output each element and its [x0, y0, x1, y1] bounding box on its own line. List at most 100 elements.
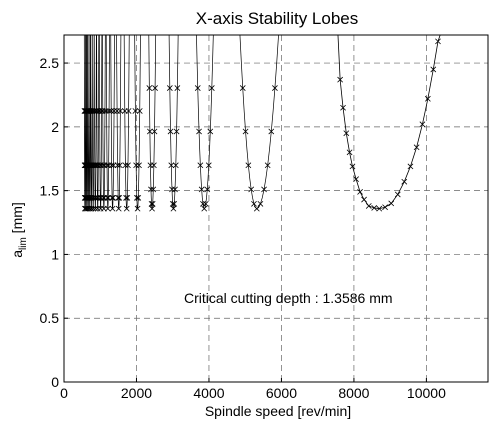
x-axis-label: Spindle speed [rev/min] [205, 403, 351, 419]
data-marker [205, 162, 212, 169]
grid [64, 35, 488, 382]
y-tick-label: 0.5 [40, 310, 60, 326]
data-marker [257, 200, 264, 207]
data-marker [150, 186, 157, 193]
data-marker [81, 108, 88, 114]
data-marker [388, 200, 395, 207]
data-marker [435, 38, 441, 45]
lobe-curve [123, 34, 130, 209]
data-marker [81, 205, 88, 212]
data-marker [84, 194, 91, 201]
x-tick-label: 2000 [121, 385, 152, 401]
data-marker [116, 162, 123, 169]
data-marker [198, 186, 205, 193]
data-marker [110, 194, 116, 201]
data-marker [125, 108, 132, 114]
y-tick-label: 2 [51, 119, 59, 135]
data-marker [202, 200, 209, 207]
data-marker [150, 162, 157, 169]
data-marker [83, 162, 90, 169]
data-marker [106, 108, 112, 114]
data-marker [172, 186, 178, 193]
x-tick-label: 0 [60, 385, 68, 401]
data-marker [248, 186, 255, 193]
data-marker [201, 205, 208, 212]
data-marker [114, 162, 121, 169]
data-marker [95, 194, 101, 201]
data-marker [124, 194, 131, 201]
lobe-curve [134, 34, 141, 209]
data-marker [261, 186, 267, 193]
data-marker [424, 95, 431, 102]
data-marker [169, 200, 176, 207]
data-marker [194, 85, 201, 91]
data-marker [401, 178, 408, 185]
lobe-curve [83, 34, 86, 209]
x-tick-label: 10000 [407, 385, 446, 401]
data-marker [376, 205, 383, 212]
chart-title: X-axis Stability Lobes [196, 9, 359, 28]
y-tick-label: 0 [51, 374, 59, 390]
data-marker [200, 200, 206, 207]
y-tick-label: 2.5 [40, 55, 60, 71]
y-tick-label: 1 [51, 246, 59, 262]
data-marker [123, 194, 129, 201]
data-marker [125, 162, 131, 169]
data-marker [111, 108, 117, 114]
data-marker [133, 194, 140, 201]
data-marker [171, 200, 178, 207]
data-marker [82, 205, 89, 212]
lobe-curve [110, 34, 115, 209]
data-marker [148, 200, 155, 207]
data-marker [108, 108, 115, 114]
data-marker [251, 200, 257, 207]
data-marker [353, 176, 359, 183]
data-marker [365, 203, 372, 209]
x-tick-label: 6000 [266, 385, 297, 401]
data-marker [109, 205, 116, 212]
data-marker [97, 162, 103, 169]
data-marker [419, 121, 426, 128]
data-marker [135, 194, 142, 201]
data-marker [82, 194, 88, 201]
lobe-curve [93, 34, 97, 209]
lobe-curve [116, 34, 122, 209]
data-marker [97, 205, 104, 212]
data-marker [151, 128, 158, 135]
data-marker [357, 189, 363, 195]
data-marker [82, 162, 88, 169]
lobe-curve [105, 34, 110, 209]
lobe-curve [98, 34, 103, 209]
data-marker [346, 149, 353, 156]
plot-frame [63, 34, 489, 383]
lobe-curve [102, 34, 106, 209]
x-tick-label: 4000 [193, 385, 224, 401]
data-marker [208, 85, 215, 91]
data-marker [136, 108, 143, 114]
data-marker [136, 162, 142, 169]
data-marker [394, 191, 401, 198]
data-marker [149, 205, 155, 212]
critical-depth-annotation: Critical cutting depth : 1.3586 mm [184, 290, 393, 306]
y-tick-label: 1.5 [40, 183, 60, 199]
data-marker [343, 130, 350, 137]
data-marker [148, 186, 154, 193]
data-marker [196, 128, 202, 135]
data-marker [116, 194, 123, 201]
data-marker [110, 162, 117, 169]
data-marker [152, 85, 158, 91]
data-marker [83, 194, 89, 201]
data-marker [239, 85, 246, 91]
data-marker [430, 66, 437, 73]
data-marker [123, 205, 130, 212]
data-marker [361, 196, 367, 203]
lobe-curve [96, 34, 100, 209]
data-marker [122, 162, 129, 169]
data-marker [407, 163, 414, 170]
data-marker [170, 205, 177, 212]
data-marker [133, 162, 139, 169]
data-marker [173, 128, 180, 135]
data-marker [115, 205, 122, 212]
lobe-curve [148, 34, 157, 209]
data-marker [167, 128, 174, 135]
